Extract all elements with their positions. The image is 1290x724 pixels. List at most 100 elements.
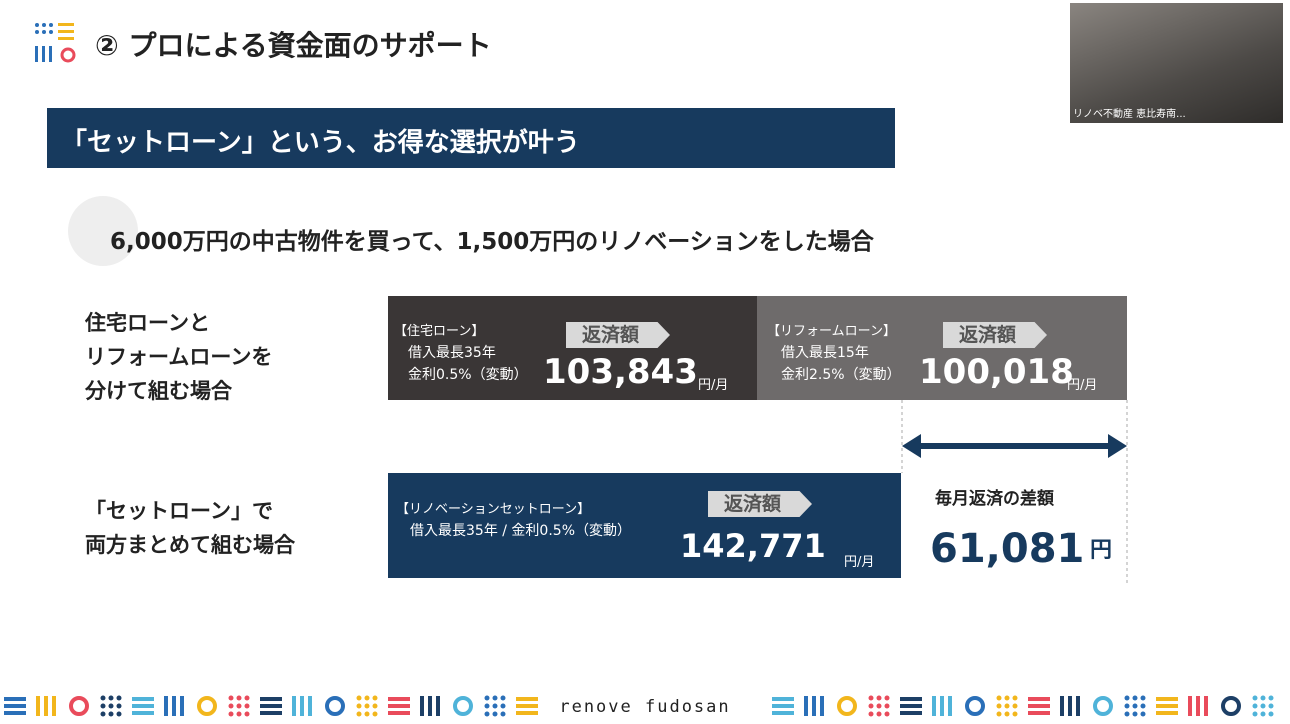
- pattern-shape: [260, 697, 282, 701]
- pattern-shape: [100, 695, 106, 701]
- pattern-shape: [116, 711, 122, 717]
- pattern-shape: [372, 703, 378, 709]
- pattern-shape: [1260, 703, 1266, 709]
- loan-box: 【リノベーションセットローン】 借入最長35年 / 金利0.5%（変動） 返済額…: [388, 473, 901, 578]
- pattern-shape: [69, 696, 89, 716]
- pattern-shape: [356, 703, 362, 709]
- pattern-shape: [772, 711, 794, 715]
- pattern-shape: [1004, 703, 1010, 709]
- pattern-shape: [1012, 711, 1018, 717]
- pattern-shape: [1156, 697, 1178, 701]
- pattern-shape: [996, 695, 1002, 701]
- set-label: 「セットローン」で 両方まとめて組む場合: [85, 494, 295, 562]
- subtitle: 6,000万円の中古物件を買って、1,500万円のリノベーションをした場合: [110, 229, 874, 255]
- pattern-shape: [1132, 711, 1138, 717]
- pattern-shape: [356, 695, 362, 701]
- pattern-shape: [260, 711, 282, 715]
- pattern-shape: [1012, 703, 1018, 709]
- pattern-shape: [236, 711, 242, 717]
- pattern-shape: [44, 696, 48, 716]
- pattern-shape: [1012, 695, 1018, 701]
- pattern-shape: [1204, 696, 1208, 716]
- pattern-shape: [1268, 695, 1274, 701]
- pattern-shape: [868, 711, 874, 717]
- pattern-shape: [1260, 695, 1266, 701]
- pattern-shape: [1221, 696, 1241, 716]
- pattern-shape: [996, 703, 1002, 709]
- pattern-shape: [1028, 704, 1050, 708]
- pattern-shape: [100, 711, 106, 717]
- loan-name: 【リフォームローン】: [767, 324, 896, 339]
- pattern-shape: [900, 697, 922, 701]
- pattern-shape: [965, 696, 985, 716]
- pattern-shape: [876, 695, 882, 701]
- decor-circle: [68, 196, 138, 266]
- pattern-shape: [868, 695, 874, 701]
- pattern-shape: [36, 696, 40, 716]
- unit: 円/月: [1067, 378, 1098, 393]
- pattern-shape: [1140, 695, 1146, 701]
- pattern-shape: [108, 711, 114, 717]
- pattern-shape: [1140, 711, 1146, 717]
- loan-box: 【リフォームローン】 借入最長15年 金利2.5%（変動） 返済額 100,01…: [757, 296, 1127, 400]
- pattern-shape: [1252, 695, 1258, 701]
- pattern-shape: [1060, 696, 1064, 716]
- amount: 103,843: [543, 352, 698, 392]
- pattern-shape: [876, 703, 882, 709]
- pattern-shape: [244, 695, 250, 701]
- pattern-shape: [325, 696, 345, 716]
- pattern-shape: [1252, 703, 1258, 709]
- pattern-shape: [4, 697, 26, 701]
- pattern-shape: [492, 695, 498, 701]
- footer-pattern: [4, 695, 1274, 717]
- pattern-shape: [484, 703, 490, 709]
- pattern-shape: [356, 711, 362, 717]
- label-line: 「セットローン」で: [85, 499, 273, 523]
- loan-term: 借入最長15年: [781, 345, 869, 361]
- pattern-shape: [228, 711, 234, 717]
- pattern-shape: [108, 695, 114, 701]
- pattern-shape: [1260, 711, 1266, 717]
- pattern-shape: [116, 703, 122, 709]
- pattern-shape: [436, 696, 440, 716]
- pattern-shape: [292, 696, 296, 716]
- pattern-shape: [1004, 695, 1010, 701]
- pattern-shape: [4, 711, 26, 715]
- pattern-shape: [1004, 711, 1010, 717]
- loan-terms: 借入最長35年 / 金利0.5%（変動）: [410, 523, 631, 539]
- loan-rate: 金利2.5%（変動）: [781, 367, 901, 383]
- amount: 100,018: [919, 352, 1074, 392]
- pattern-shape: [228, 695, 234, 701]
- pattern-shape: [500, 703, 506, 709]
- pattern-shape: [1156, 704, 1178, 708]
- pattern-shape: [900, 711, 922, 715]
- difference-label: 毎月返済の差額: [935, 489, 1054, 509]
- pattern-shape: [132, 704, 154, 708]
- pattern-shape: [812, 696, 816, 716]
- pattern-shape: [996, 711, 1002, 717]
- pattern-shape: [484, 711, 490, 717]
- pattern-shape: [132, 697, 154, 701]
- label-line: リフォームローンを: [85, 345, 273, 369]
- banner: 「セットローン」という、お得な選択が叶う: [47, 108, 895, 168]
- pattern-shape: [420, 696, 424, 716]
- pattern-shape: [940, 696, 944, 716]
- pattern-shape: [1028, 711, 1050, 715]
- pattern-shape: [516, 704, 538, 708]
- pattern-shape: [364, 703, 370, 709]
- loan-box: 【住宅ローン】 借入最長35年 金利0.5%（変動） 返済額 103,843 円…: [388, 296, 757, 400]
- pattern-shape: [948, 696, 952, 716]
- pattern-shape: [1124, 695, 1130, 701]
- pattern-shape: [364, 695, 370, 701]
- unit: 円/月: [844, 555, 875, 570]
- loan-name: 【住宅ローン】: [394, 324, 485, 339]
- pattern-shape: [132, 711, 154, 715]
- pattern-shape: [1140, 703, 1146, 709]
- pattern-shape: [1188, 696, 1192, 716]
- pattern-shape: [428, 696, 432, 716]
- pattern-shape: [244, 703, 250, 709]
- pattern-shape: [876, 711, 882, 717]
- pattern-shape: [228, 703, 234, 709]
- banner-text: 「セットローン」という、お得な選択が叶う: [61, 128, 580, 158]
